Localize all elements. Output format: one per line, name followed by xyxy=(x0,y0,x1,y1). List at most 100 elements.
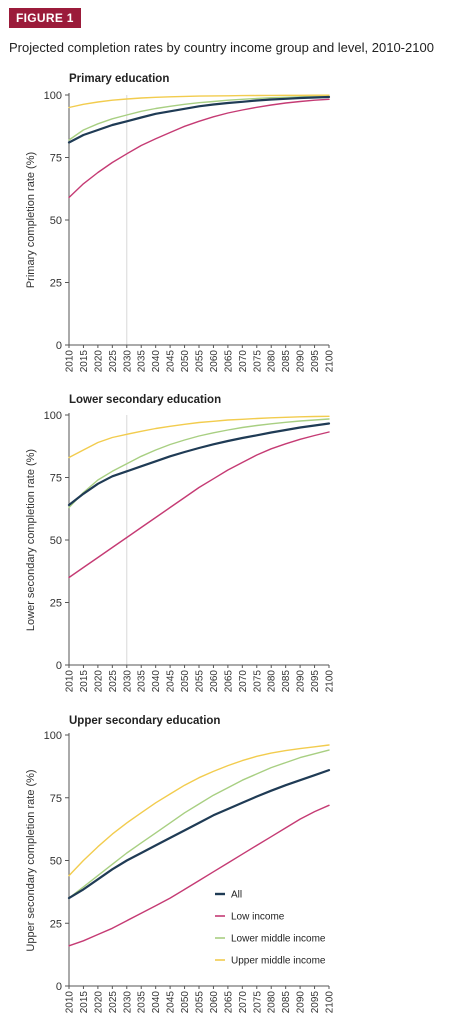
x-tick-label: 2060 xyxy=(209,670,220,693)
panel-title: Lower secondary education xyxy=(69,394,221,406)
legend-entry: Upper middle income xyxy=(231,956,326,967)
chart-panel-1: Primary education Primary completion rate… xyxy=(25,73,336,372)
x-tick-label: 2040 xyxy=(151,991,162,1014)
x-tick-label: 2020 xyxy=(93,991,104,1014)
x-tick-label: 2085 xyxy=(281,991,292,1014)
x-tick-label: 2050 xyxy=(180,350,191,373)
x-tick-label: 2040 xyxy=(151,670,162,693)
x-tick-label: 2090 xyxy=(296,991,307,1014)
x-tick-label: 2100 xyxy=(325,991,336,1014)
x-tick-label: 2095 xyxy=(310,991,321,1014)
series-line-lower-middle-income xyxy=(68,749,330,899)
x-tick-label: 2045 xyxy=(166,991,177,1014)
x-tick-label: 2010 xyxy=(65,670,76,693)
chart-panel-3: Upper secondary education Upper secondary… xyxy=(25,715,336,1013)
x-tick-label: 2070 xyxy=(238,350,249,373)
series-line-all xyxy=(67,422,331,507)
x-tick-label: 2030 xyxy=(122,670,133,693)
x-tick-label: 2100 xyxy=(325,670,336,693)
legend-entry: Lower middle income xyxy=(231,934,326,945)
x-tick-label: 2080 xyxy=(267,670,278,693)
series-line-lower-middle-income xyxy=(68,418,330,509)
x-tick-label: 2090 xyxy=(296,670,307,693)
x-tick-label: 2035 xyxy=(137,350,148,373)
x-tick-label: 2010 xyxy=(65,991,76,1014)
series-line-upper-middle-income xyxy=(68,744,330,877)
x-tick-label: 2065 xyxy=(223,991,234,1014)
series-line-low-income xyxy=(68,98,330,199)
x-tick-label: 2025 xyxy=(108,350,119,373)
x-tick-label: 2060 xyxy=(209,350,220,373)
y-tick-label: 100 xyxy=(44,730,62,742)
y-tick-label: 100 xyxy=(44,90,62,102)
x-tick-label: 2055 xyxy=(195,670,206,693)
x-tick-label: 2055 xyxy=(195,991,206,1014)
x-tick-label: 2075 xyxy=(252,350,263,373)
x-tick-label: 2035 xyxy=(137,991,148,1014)
x-tick-label: 2015 xyxy=(79,991,90,1014)
series-line-lower-middle-income xyxy=(68,95,330,141)
legend-entry: Low income xyxy=(231,912,285,923)
x-tick-label: 2050 xyxy=(180,670,191,693)
x-tick-label: 2070 xyxy=(238,991,249,1014)
x-tick-label: 2030 xyxy=(122,991,133,1014)
x-tick-label: 2080 xyxy=(267,991,278,1014)
x-tick-label: 2095 xyxy=(310,350,321,373)
x-tick-label: 2035 xyxy=(137,670,148,693)
x-tick-label: 2045 xyxy=(166,350,177,373)
series-line-all xyxy=(67,95,331,144)
x-tick-label: 2020 xyxy=(93,670,104,693)
x-tick-label: 2080 xyxy=(267,350,278,373)
legend-entry: All xyxy=(231,890,242,901)
x-tick-label: 2075 xyxy=(252,991,263,1014)
figure-title: Projected completion rates by country in… xyxy=(9,40,434,55)
y-tick-label: 0 xyxy=(56,981,62,993)
x-tick-label: 2030 xyxy=(122,350,133,373)
legend: All Low income Lower middle income Upper mi… xyxy=(215,890,326,967)
panel-title: Primary education xyxy=(69,73,169,85)
x-tick-label: 2100 xyxy=(325,350,336,373)
x-tick-label: 2040 xyxy=(151,350,162,373)
x-tick-label: 2060 xyxy=(209,991,220,1014)
y-tick-label: 75 xyxy=(50,793,62,805)
x-tick-label: 2065 xyxy=(223,350,234,373)
series-line-low-income xyxy=(68,804,330,947)
x-tick-label: 2095 xyxy=(310,670,321,693)
x-tick-label: 2055 xyxy=(195,350,206,373)
y-tick-label: 25 xyxy=(50,278,62,290)
y-tick-label: 0 xyxy=(56,660,62,672)
x-tick-label: 2015 xyxy=(79,350,90,373)
x-tick-label: 2085 xyxy=(281,350,292,373)
x-tick-label: 2065 xyxy=(223,670,234,693)
y-axis-label: Upper secondary completion rate (%) xyxy=(25,769,37,951)
x-tick-label: 2025 xyxy=(108,991,119,1014)
panel-title: Upper secondary education xyxy=(69,715,220,727)
x-tick-label: 2090 xyxy=(296,350,307,373)
y-axis-label: Primary completion rate (%) xyxy=(25,152,37,288)
y-tick-label: 50 xyxy=(50,856,62,868)
chart-panel-2: Lower secondary education Lower secondary… xyxy=(25,394,336,692)
x-tick-label: 2010 xyxy=(65,350,76,373)
y-tick-label: 50 xyxy=(50,215,62,227)
y-axis-label: Lower secondary completion rate (%) xyxy=(25,449,37,631)
y-tick-label: 25 xyxy=(50,598,62,610)
x-tick-label: 2020 xyxy=(93,350,104,373)
x-tick-label: 2070 xyxy=(238,670,249,693)
x-tick-label: 2085 xyxy=(281,670,292,693)
x-tick-label: 2075 xyxy=(252,670,263,693)
y-tick-label: 50 xyxy=(50,535,62,547)
series-line-upper-middle-income xyxy=(68,94,330,109)
figure-label: FIGURE 1 xyxy=(9,8,81,28)
y-tick-label: 100 xyxy=(44,410,62,422)
series-line-upper-middle-income xyxy=(68,415,330,459)
x-tick-label: 2045 xyxy=(166,670,177,693)
series-line-all xyxy=(67,768,331,900)
x-tick-label: 2050 xyxy=(180,991,191,1014)
x-tick-label: 2015 xyxy=(79,670,90,693)
y-tick-label: 75 xyxy=(50,153,62,165)
y-tick-label: 0 xyxy=(56,340,62,352)
x-tick-label: 2025 xyxy=(108,670,119,693)
series-line-low-income xyxy=(68,431,330,579)
y-tick-label: 25 xyxy=(50,918,62,930)
